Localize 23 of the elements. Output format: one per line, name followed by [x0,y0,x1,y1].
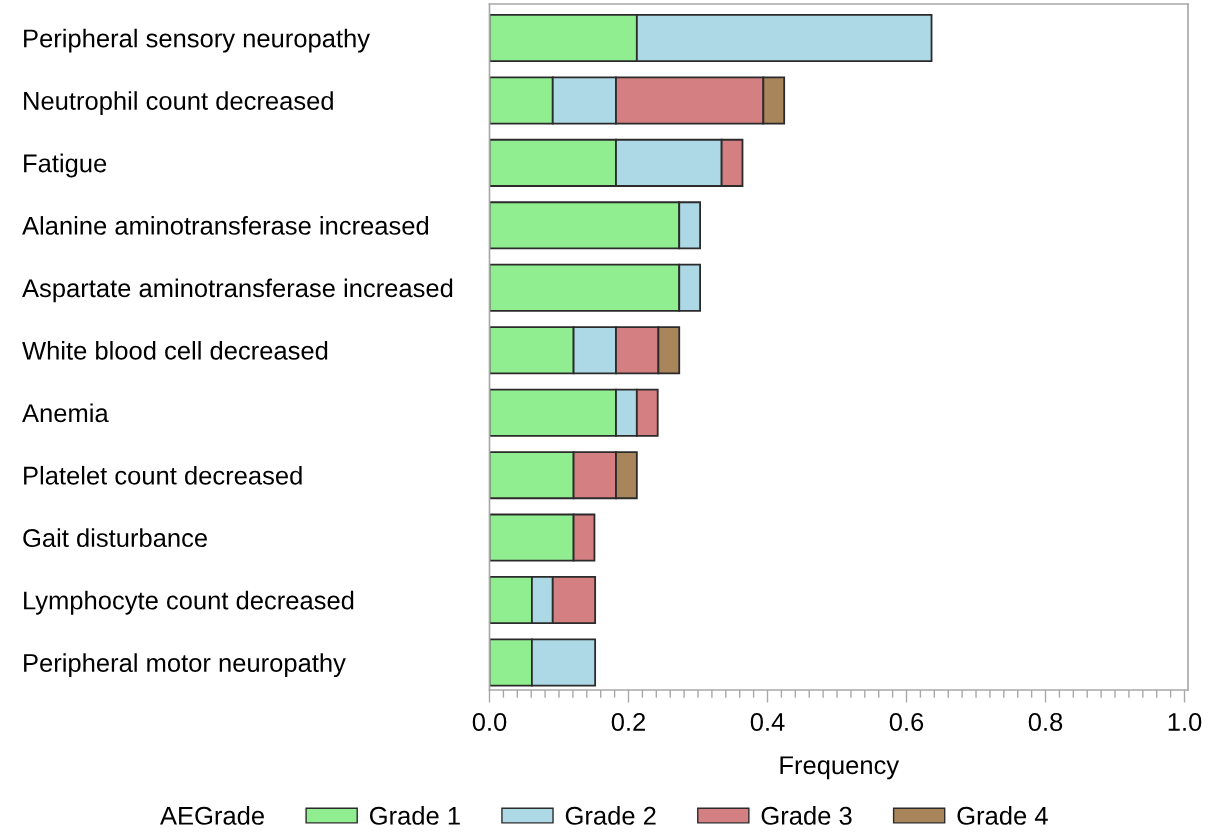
x-axis-title: Frequency [780,756,900,780]
y-tick-label: Fatigue [24,153,107,178]
legend-label: Grade 1 [369,806,460,825]
y-tick-label: Lymphocyte count decreased [24,590,354,615]
x-tick-label: 0.0 [472,712,507,731]
y-tick-label: White blood cell decreased [22,340,328,360]
legend-title: AEGrade [160,806,264,825]
x-tick-label: 0.2 [611,712,645,731]
y-tick-label: Alanine aminotransferase increased [22,216,429,235]
legend-label: Grade 2 [565,806,656,825]
y-tick-label: Platelet count decreased [24,465,302,485]
y-tick-label: Neutrophil count decreased [24,91,333,115]
x-tick-label: 0.4 [750,712,785,731]
x-tick-label: 0.8 [1028,712,1063,731]
legend-label: Grade 3 [761,806,852,825]
y-tick-label: Peripheral motor neuropathy [24,653,346,678]
x-tick-label: 1.0 [1168,712,1202,731]
y-tick-label: Gait disturbance [23,528,207,548]
y-tick-label: Anemia [22,403,109,423]
y-tick-label: Aspartate aminotransferase increased [22,278,453,303]
y-tick-label: Peripheral sensory neuropathy [24,28,370,53]
legend-label: Grade 4 [957,806,1048,825]
x-tick-label: 0.6 [889,712,924,731]
